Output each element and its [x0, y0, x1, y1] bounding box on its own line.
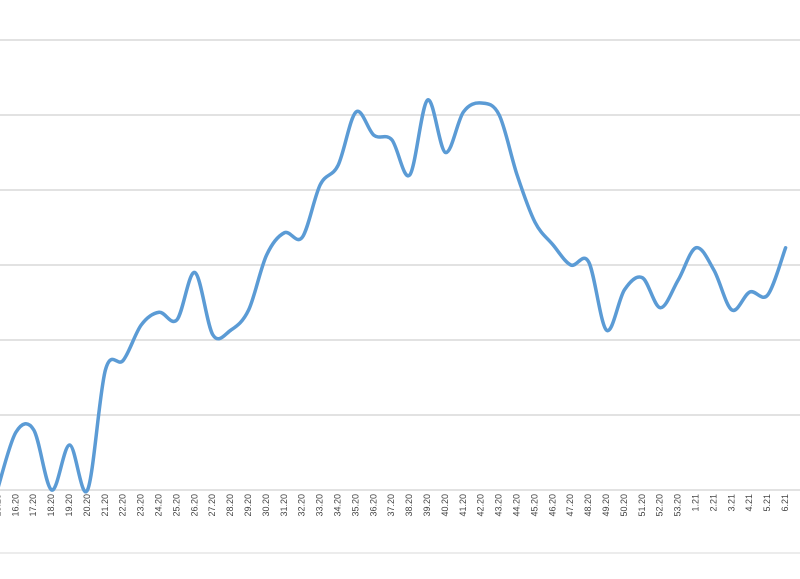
x-tick-label: 45.20 — [529, 494, 539, 517]
x-tick-label: 27.20 — [207, 494, 217, 517]
x-tick-label: 34.20 — [332, 494, 342, 517]
x-tick-label: 35.20 — [350, 494, 360, 517]
x-tick-label: 33.20 — [315, 494, 325, 517]
x-tick-label: 20.20 — [82, 494, 92, 517]
x-tick-label: 29.20 — [243, 494, 253, 517]
x-tick-label: 31.20 — [279, 494, 289, 517]
x-tick-label: 6.21 — [780, 494, 790, 512]
x-tick-label: 37.20 — [386, 494, 396, 517]
x-tick-label: 4.21 — [744, 494, 754, 512]
x-tick-label: 38.20 — [404, 494, 414, 517]
x-tick-label: 15.20 — [0, 494, 2, 517]
x-tick-label: 1.21 — [690, 494, 700, 512]
x-tick-label: 32.20 — [297, 494, 307, 517]
x-tick-label: 47.20 — [565, 494, 575, 517]
x-tick-label: 40.20 — [440, 494, 450, 517]
x-tick-label: 3.21 — [726, 494, 736, 512]
x-tick-label: 18.20 — [46, 494, 56, 517]
x-tick-label: 53.20 — [673, 494, 683, 517]
x-tick-label: 46.20 — [547, 494, 557, 517]
x-tick-label: 23.20 — [136, 494, 146, 517]
x-tick-label: 16.20 — [10, 494, 20, 517]
x-tick-label: 19.20 — [64, 494, 74, 517]
x-tick-label: 26.20 — [189, 494, 199, 517]
x-tick-label: 42.20 — [476, 494, 486, 517]
x-tick-label: 49.20 — [601, 494, 611, 517]
x-tick-label: 17.20 — [28, 494, 38, 517]
x-tick-label: 30.20 — [261, 494, 271, 517]
x-tick-label: 51.20 — [637, 494, 647, 517]
x-tick-label: 36.20 — [368, 494, 378, 517]
x-tick-label: 43.20 — [494, 494, 504, 517]
x-tick-label: 24.20 — [153, 494, 163, 517]
x-tick-label: 52.20 — [655, 494, 665, 517]
x-tick-label: 39.20 — [422, 494, 432, 517]
x-tick-label: 25.20 — [171, 494, 181, 517]
line — [0, 98, 788, 494]
x-tick-label: 22.20 — [118, 494, 128, 517]
x-tick-label: 28.20 — [225, 494, 235, 517]
x-tick-label: 50.20 — [619, 494, 629, 517]
x-tick-label: 21.20 — [100, 494, 110, 517]
x-tick-label: 5.21 — [762, 494, 772, 512]
x-tick-label: 41.20 — [458, 494, 468, 517]
x-tick-label: 2.21 — [708, 494, 718, 512]
x-tick-label: 44.20 — [511, 494, 521, 517]
x-tick-label: 48.20 — [583, 494, 593, 517]
